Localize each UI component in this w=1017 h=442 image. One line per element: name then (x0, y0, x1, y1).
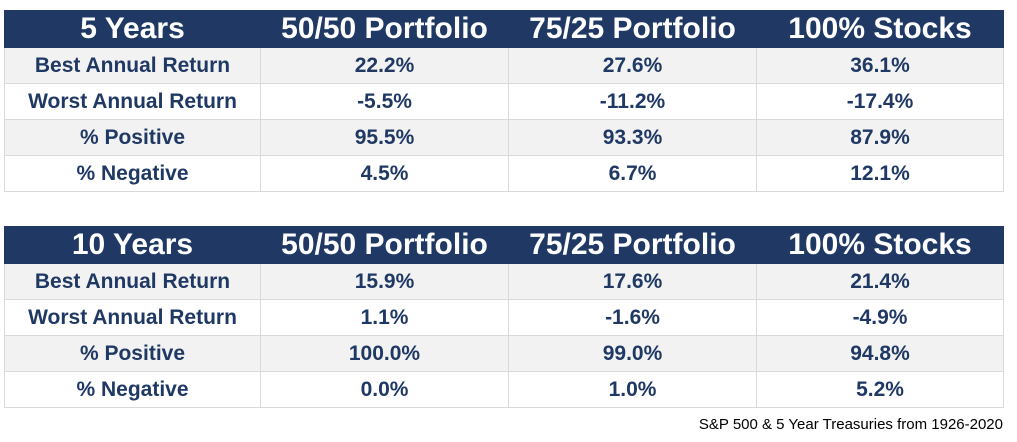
table-cell: 5.2% (756, 371, 1004, 408)
table-cell: 27.6% (508, 47, 757, 84)
table-cell: 0.0% (260, 371, 509, 408)
table-cell: 87.9% (756, 119, 1004, 156)
table-cell: 4.5% (260, 155, 509, 192)
table-cell: 12.1% (756, 155, 1004, 192)
table-cell: 100.0% (260, 335, 509, 372)
row-label: Worst Annual Return (4, 83, 261, 120)
table-row: % Negative 0.0% 1.0% 5.2% (4, 371, 1004, 408)
table-cell: 95.5% (260, 119, 509, 156)
table-cell: 22.2% (260, 47, 509, 84)
row-label: % Positive (4, 335, 261, 372)
table-cell: -11.2% (508, 83, 757, 120)
header-cell-period: 10 Years (4, 226, 261, 264)
header-row: 5 Years 50/50 Portfolio 75/25 Portfolio … (4, 10, 1004, 48)
table-body: Best Annual Return 22.2% 27.6% 36.1% Wor… (4, 47, 1004, 192)
table-cell: 94.8% (756, 335, 1004, 372)
row-label: % Negative (4, 155, 261, 192)
row-label: % Positive (4, 119, 261, 156)
source-note: S&P 500 & 5 Year Treasuries from 1926-20… (698, 416, 1003, 433)
header-cell-75-25-portfolio: 75/25 Portfolio (508, 10, 757, 48)
row-label: Best Annual Return (4, 47, 261, 84)
header-cell-50-50-portfolio: 50/50 Portfolio (260, 226, 509, 264)
table-cell: 99.0% (508, 335, 757, 372)
header-row: 10 Years 50/50 Portfolio 75/25 Portfolio… (4, 226, 1004, 264)
table-cell: 1.0% (508, 371, 757, 408)
table-row: % Negative 4.5% 6.7% 12.1% (4, 155, 1004, 192)
returns-table-10-years: 10 Years 50/50 Portfolio 75/25 Portfolio… (4, 226, 1004, 408)
table-header: 10 Years 50/50 Portfolio 75/25 Portfolio… (4, 226, 1004, 264)
table-cell: 6.7% (508, 155, 757, 192)
header-cell-100-stocks: 100% Stocks (756, 10, 1004, 48)
table-cell: -1.6% (508, 299, 757, 336)
table-row: Worst Annual Return -5.5% -11.2% -17.4% (4, 83, 1004, 120)
header-cell-50-50-portfolio: 50/50 Portfolio (260, 10, 509, 48)
table-row: % Positive 100.0% 99.0% 94.8% (4, 335, 1004, 372)
table-cell: 21.4% (756, 263, 1004, 300)
table-cell: 36.1% (756, 47, 1004, 84)
table-cell: -5.5% (260, 83, 509, 120)
row-label: % Negative (4, 371, 261, 408)
returns-table-5-years: 5 Years 50/50 Portfolio 75/25 Portfolio … (4, 10, 1004, 192)
row-label: Best Annual Return (4, 263, 261, 300)
table-cell: -17.4% (756, 83, 1004, 120)
header-cell-100-stocks: 100% Stocks (756, 226, 1004, 264)
header-cell-period: 5 Years (4, 10, 261, 48)
header-cell-75-25-portfolio: 75/25 Portfolio (508, 226, 757, 264)
table-cell: 1.1% (260, 299, 509, 336)
table-row: % Positive 95.5% 93.3% 87.9% (4, 119, 1004, 156)
table-cell: 93.3% (508, 119, 757, 156)
row-label: Worst Annual Return (4, 299, 261, 336)
table-cell: -4.9% (756, 299, 1004, 336)
table-cell: 17.6% (508, 263, 757, 300)
table-body: Best Annual Return 15.9% 17.6% 21.4% Wor… (4, 263, 1004, 408)
table-row: Best Annual Return 22.2% 27.6% 36.1% (4, 47, 1004, 84)
table-header: 5 Years 50/50 Portfolio 75/25 Portfolio … (4, 10, 1004, 48)
table-cell: 15.9% (260, 263, 509, 300)
table-row: Best Annual Return 15.9% 17.6% 21.4% (4, 263, 1004, 300)
table-row: Worst Annual Return 1.1% -1.6% -4.9% (4, 299, 1004, 336)
